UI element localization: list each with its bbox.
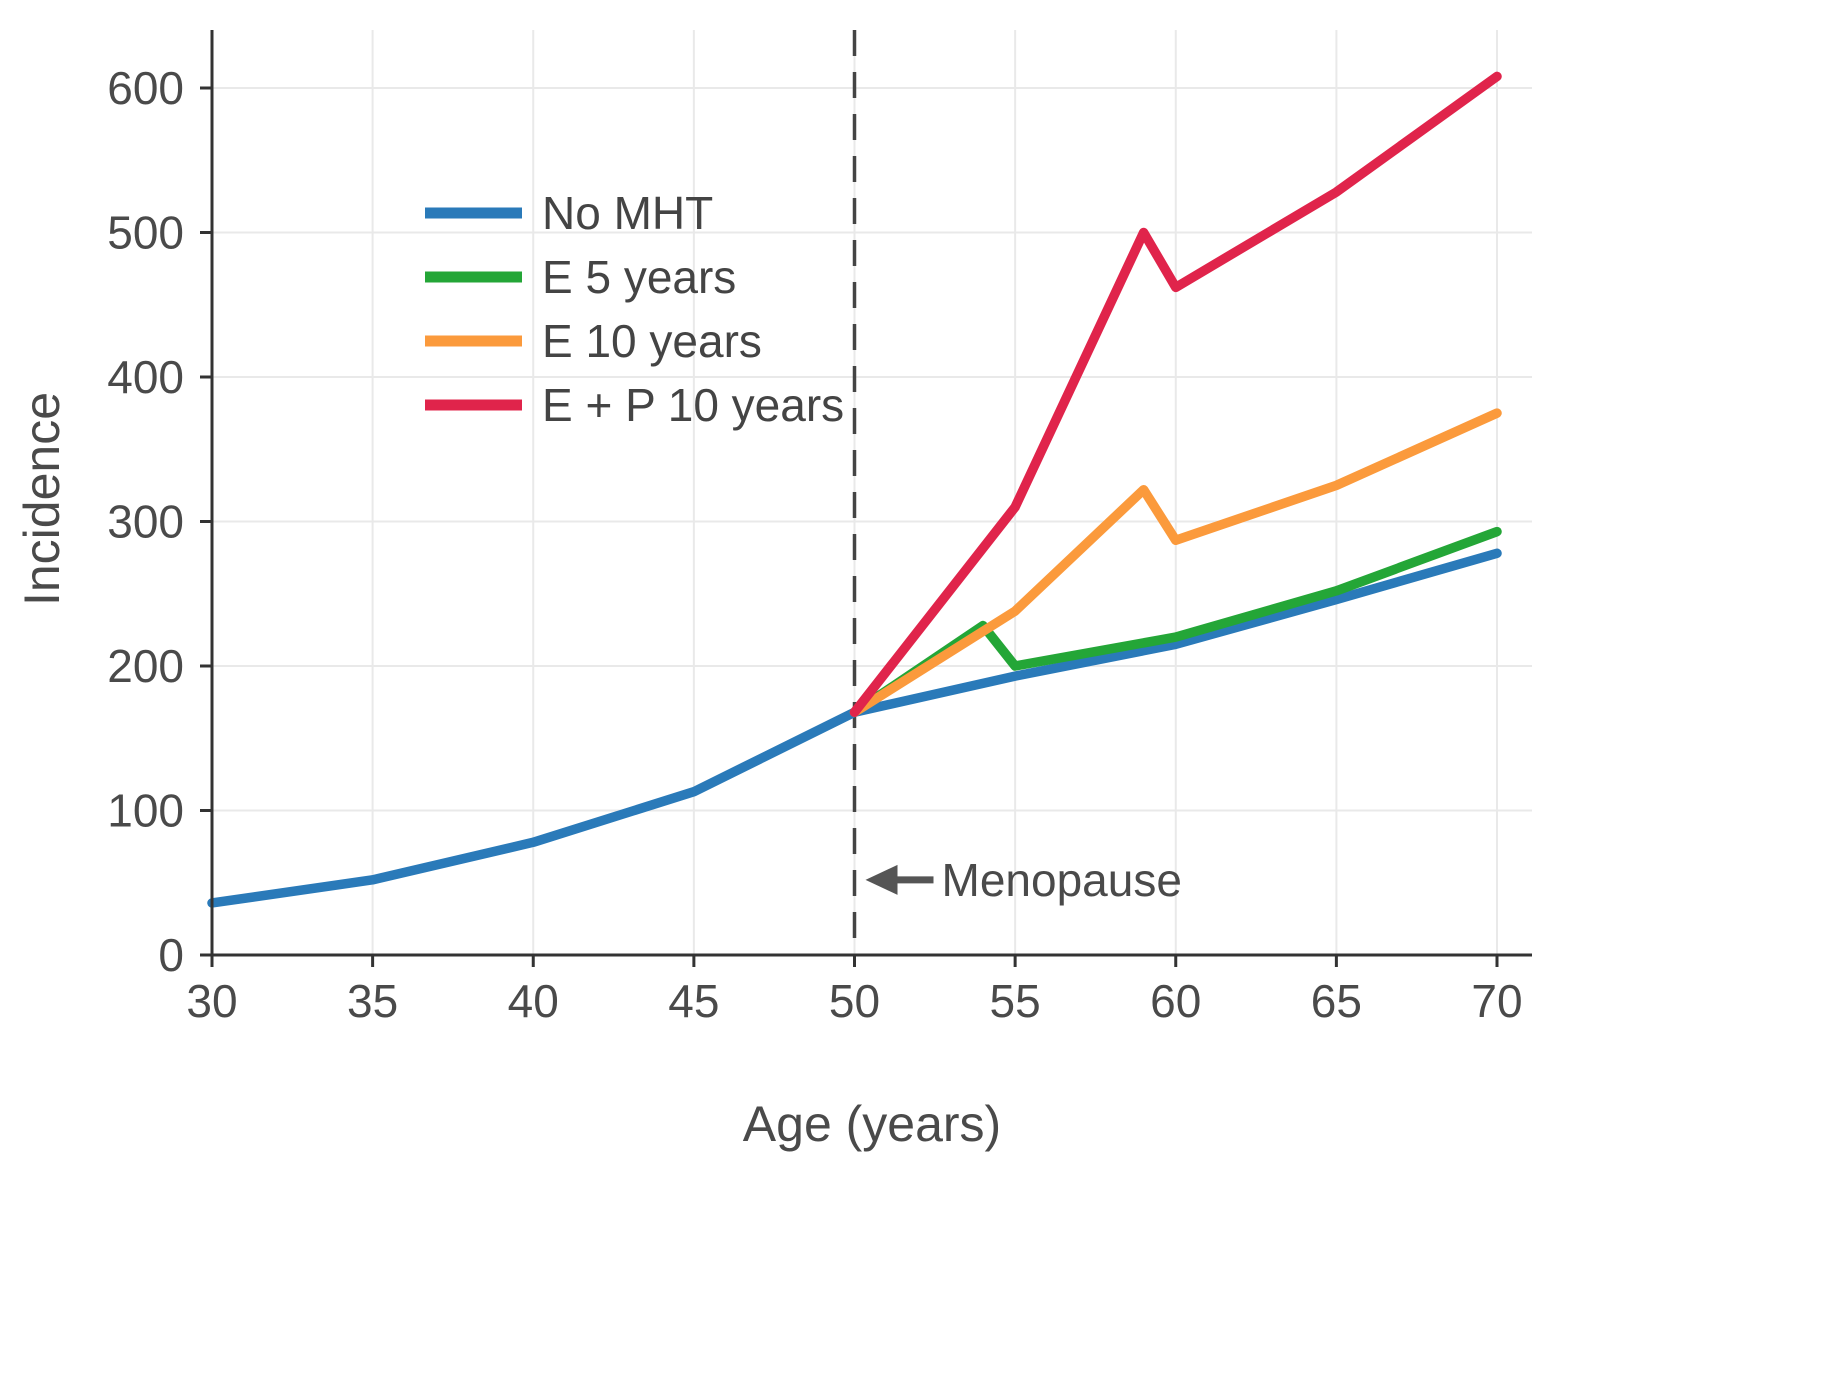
y-axis-label: Incidence [14,391,70,607]
menopause-annotation-text: Menopause [942,854,1182,906]
y-tick-label: 300 [107,496,184,548]
y-tick-label: 0 [158,929,184,981]
y-tick-label: 100 [107,785,184,837]
x-tick-label: 50 [829,975,880,1027]
series-line-e-p-10-years [849,71,1502,717]
y-tick-label: 500 [107,207,184,259]
x-tick-label: 40 [508,975,559,1027]
legend-label-e-10-years: E 10 years [542,315,762,367]
y-tick-label: 600 [107,62,184,114]
menopause-arrowhead [865,864,898,895]
x-tick-label: 35 [347,975,398,1027]
legend-label-no-mht: No MHT [542,187,713,239]
legend-label-e-5-years: E 5 years [542,251,736,303]
x-tick-label: 70 [1471,975,1522,1027]
x-tick-label: 60 [1150,975,1201,1027]
x-tick-label: 65 [1311,975,1362,1027]
y-tick-label: 400 [107,351,184,403]
x-tick-label: 45 [668,975,719,1027]
legend-label-e-p-10-years: E + P 10 years [542,379,844,431]
x-tick-label: 55 [990,975,1041,1027]
x-tick-label: 30 [186,975,237,1027]
y-tick-label: 200 [107,640,184,692]
x-axis-label: Age (years) [742,1096,1002,1152]
series-line-e-10-years [849,408,1502,717]
